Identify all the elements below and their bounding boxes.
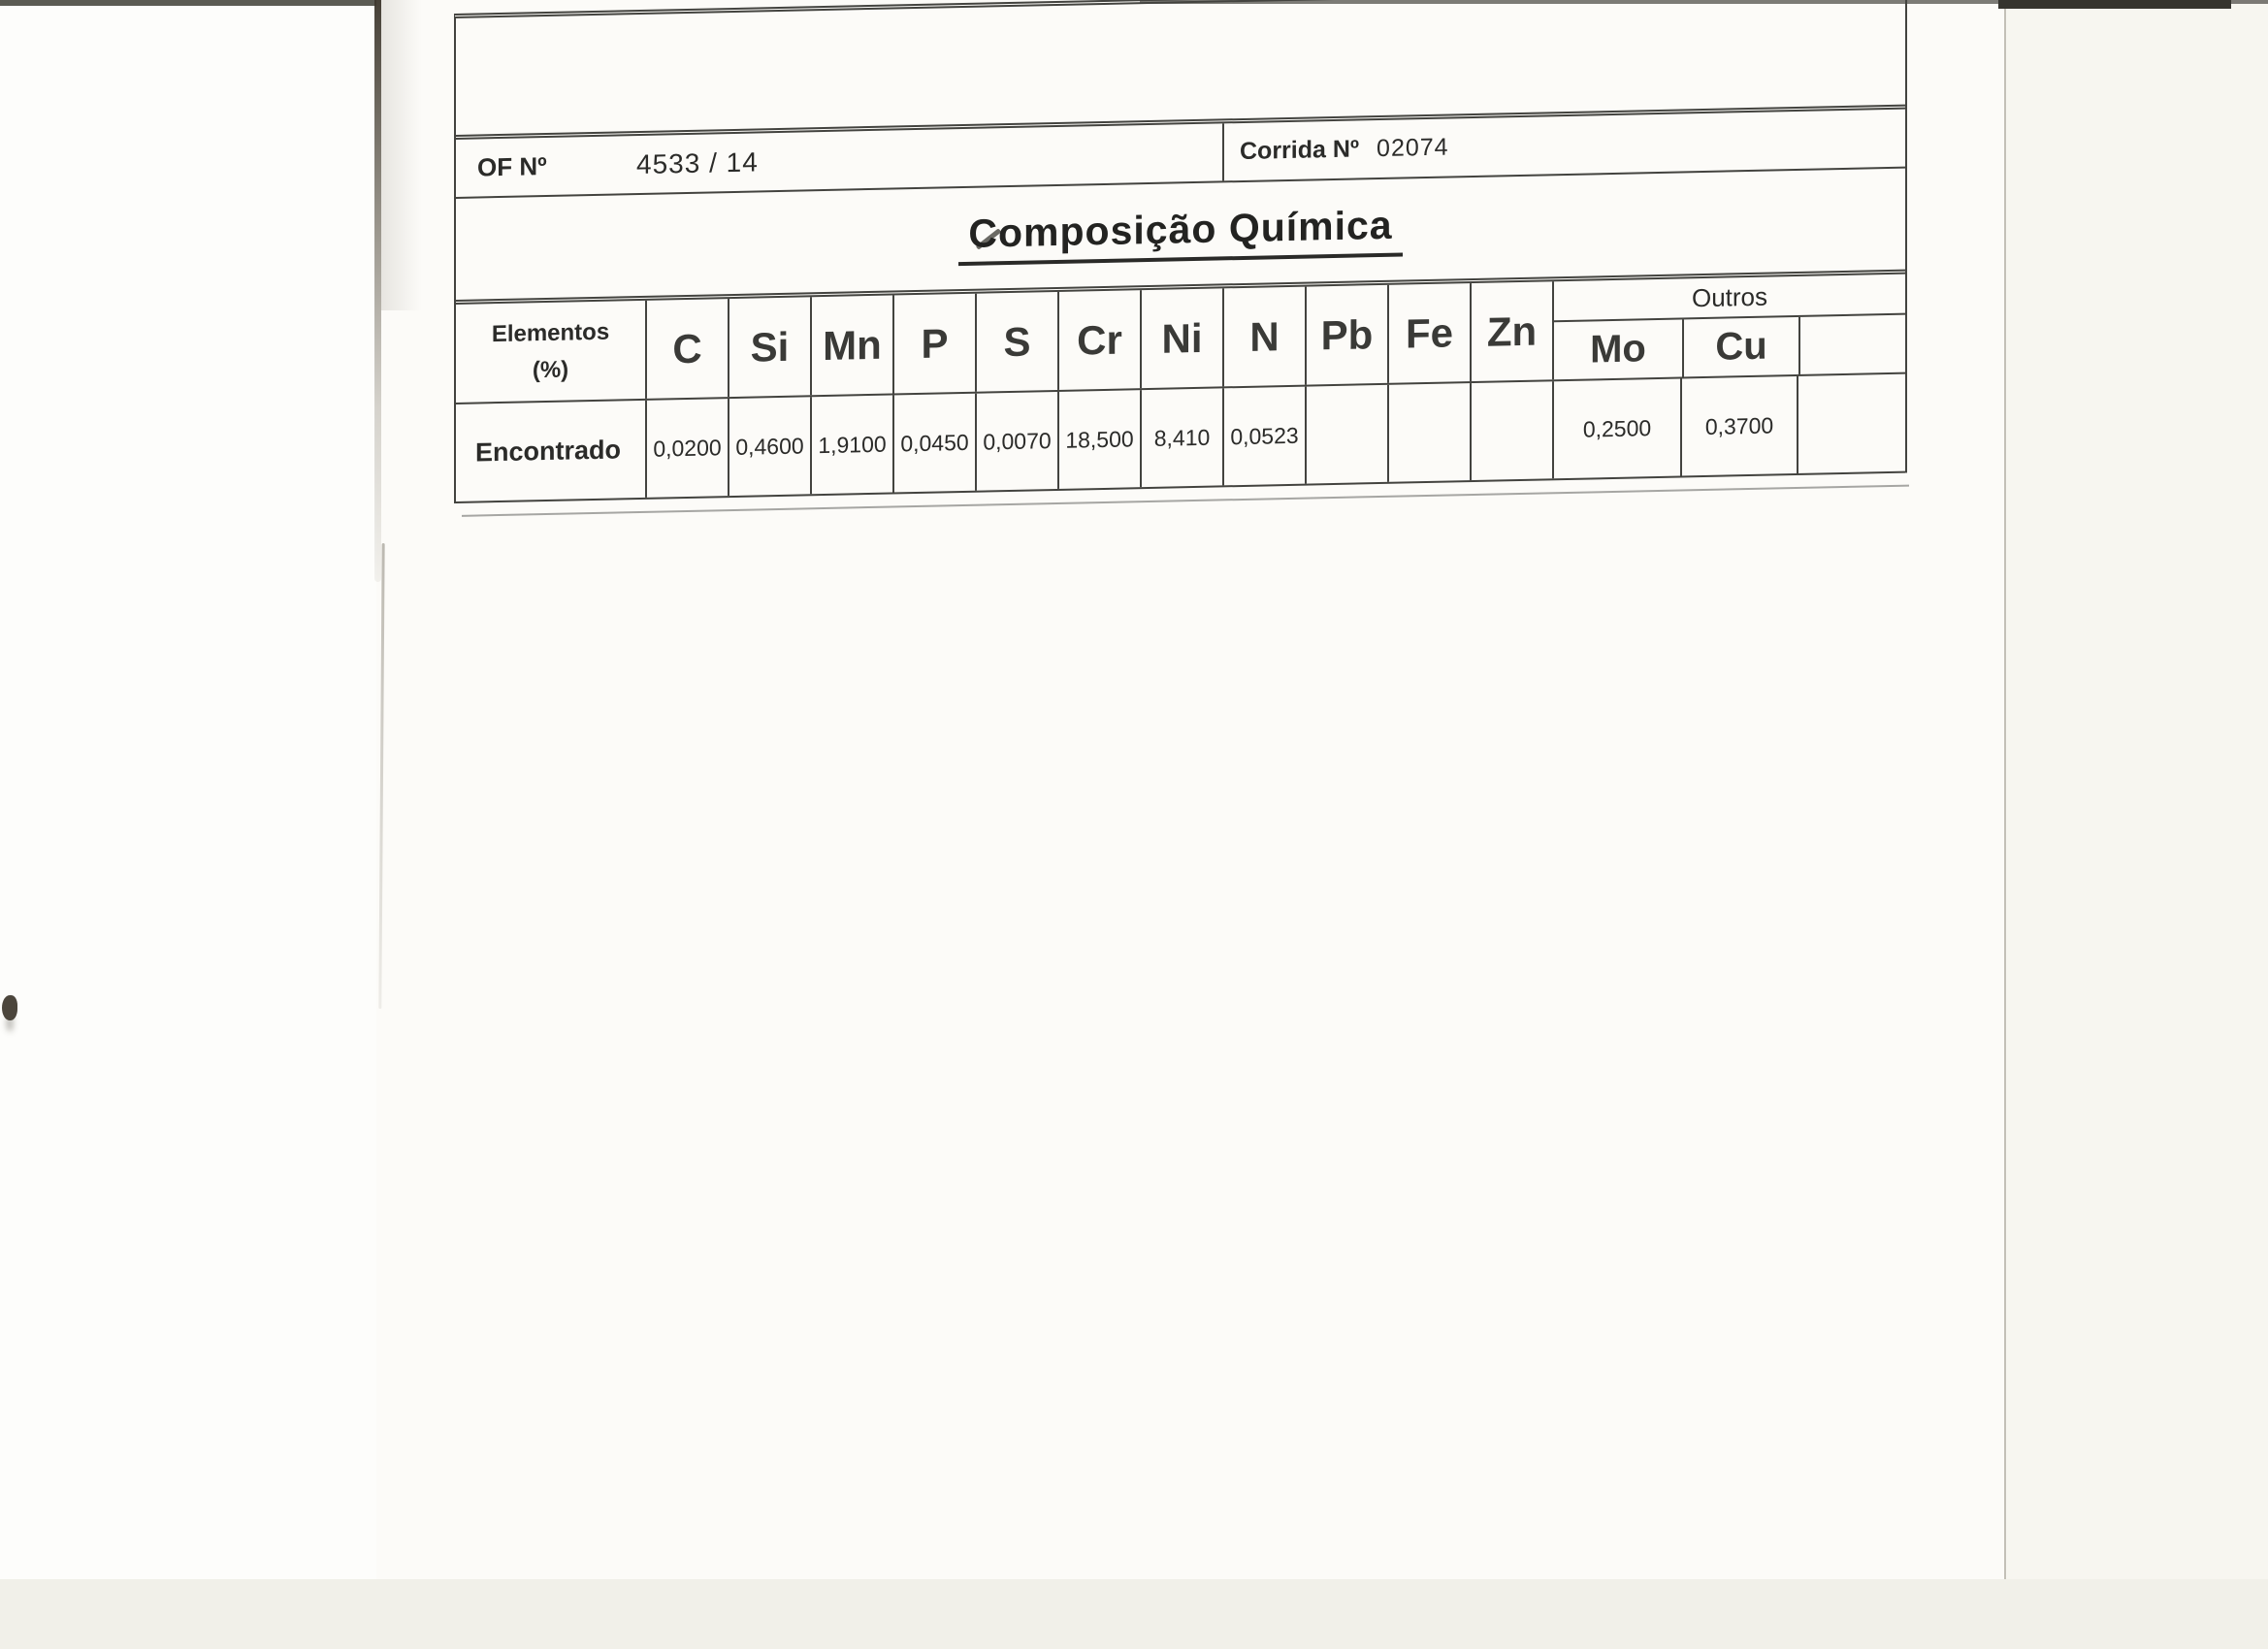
column-header-p: P (892, 293, 975, 394)
elements-header-line1: Elementos (491, 318, 610, 347)
value-mn: 1,9100 (810, 395, 892, 495)
value-p: 0,0450 (892, 393, 975, 493)
paper-right-edge-zone (2004, 0, 2268, 1579)
column-header-s: S (975, 291, 1057, 392)
column-header-zn: Zn (1470, 281, 1552, 382)
column-header-cu: Cu (1682, 316, 1798, 377)
elements-header-line2: (%) (532, 356, 569, 383)
encontrado-row-label: Encontrado (475, 434, 622, 468)
column-header-c: C (645, 299, 728, 399)
composition-certificate-table: OF Nº 4533 / 14 Corrida Nº 02074 Composi… (454, 0, 1907, 503)
value-c: 0,0200 (645, 399, 728, 498)
column-header-mn: Mn (810, 295, 892, 396)
column-header-pb: Pb (1305, 284, 1387, 385)
column-header-fe: Fe (1387, 283, 1470, 383)
value-fe (1387, 383, 1470, 482)
value-s: 0,0070 (975, 391, 1057, 491)
column-header-si: Si (728, 297, 810, 398)
value-blank (1797, 373, 1905, 474)
outros-subheaders: Mo Cu (1554, 314, 1905, 380)
value-si: 0,4600 (728, 397, 810, 497)
value-zn (1470, 381, 1552, 481)
paper-left-edge-shadow (374, 0, 381, 582)
paper-left-edge-soft-shadow (381, 0, 422, 310)
corrida-number-value: 02074 (1377, 133, 1449, 163)
outros-group: Outros Mo Cu (1552, 274, 1905, 380)
page-title: Composição Química (958, 202, 1403, 267)
value-cr: 18,500 (1057, 390, 1140, 489)
value-n: 0,0523 (1222, 386, 1305, 486)
elements-header-cell: Elementos (%) (456, 301, 645, 403)
value-cu: 0,3700 (1680, 376, 1797, 476)
value-mo: 0,2500 (1552, 378, 1680, 479)
column-header-blank (1798, 314, 1905, 374)
scan-edge-artifact-top-right-dark (1998, 0, 2231, 9)
column-header-mo: Mo (1590, 327, 1646, 372)
of-number-value: 4533 / 14 (636, 146, 759, 179)
scanner-background-bottom (0, 1579, 2268, 1649)
corrida-number-label: Corrida Nº (1240, 135, 1360, 166)
of-number-label: OF Nº (477, 150, 547, 182)
ink-speck (2, 995, 17, 1020)
column-header-n: N (1222, 286, 1305, 387)
column-header-cr: Cr (1057, 290, 1140, 390)
value-pb (1305, 384, 1387, 484)
column-header-ni: Ni (1140, 288, 1222, 389)
scanner-background-left (0, 0, 376, 1649)
scan-edge-artifact-top-left (0, 0, 376, 6)
value-ni: 8,410 (1140, 388, 1222, 488)
